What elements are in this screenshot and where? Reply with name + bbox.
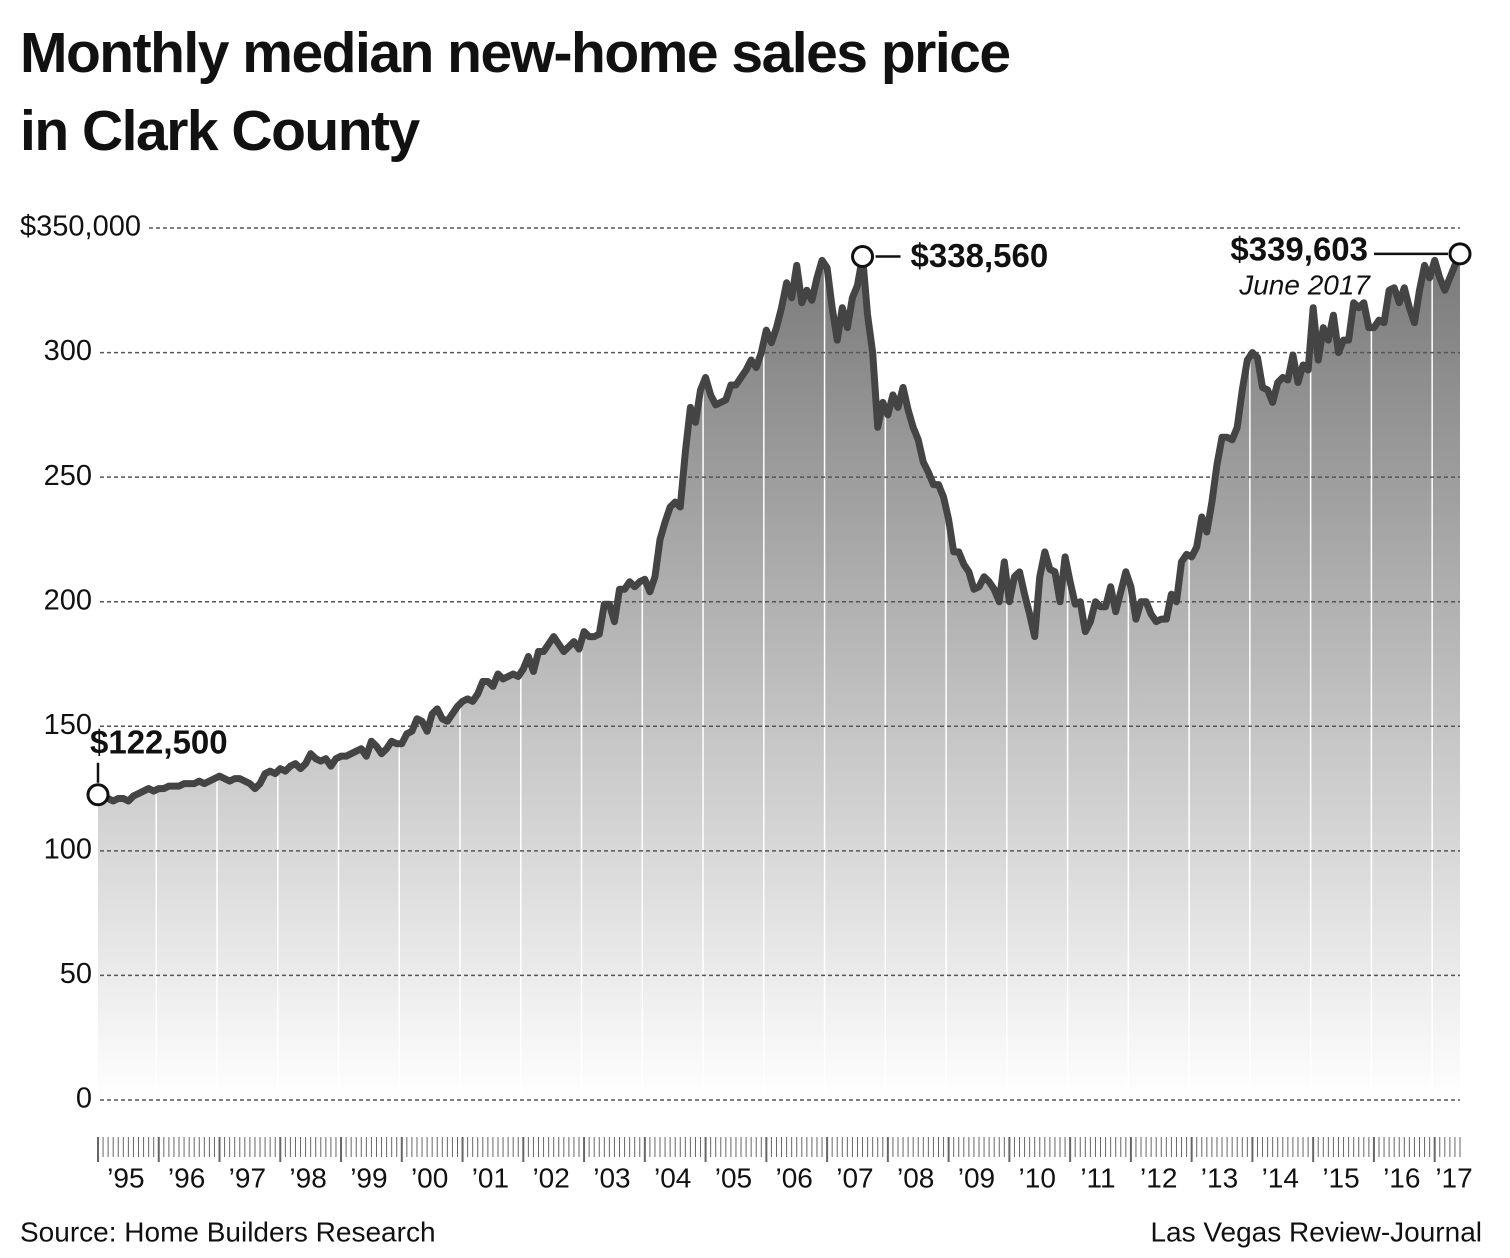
y-tick-label: 250 <box>44 460 92 492</box>
x-tick-label: ’98 <box>289 1162 326 1193</box>
x-tick-label: ’96 <box>168 1162 205 1193</box>
point-marker <box>86 783 110 807</box>
x-tick-label: ’09 <box>958 1162 995 1193</box>
x-tick-label: ’04 <box>654 1162 691 1193</box>
x-tick-label: ’00 <box>411 1162 448 1193</box>
x-tick-label: ’95 <box>107 1162 144 1193</box>
value-label: $122,500 <box>90 724 228 761</box>
value-label: $338,560 <box>911 237 1049 274</box>
x-tick-label: ’03 <box>593 1162 630 1193</box>
x-tick-label: ’15 <box>1322 1162 1359 1193</box>
x-tick-label: ’08 <box>897 1162 934 1193</box>
value-label: $339,603 <box>1230 231 1368 268</box>
x-tick-label: ’14 <box>1262 1162 1299 1193</box>
x-tick-label: ’16 <box>1383 1162 1420 1193</box>
x-tick-label: ’11 <box>1080 1162 1115 1193</box>
area <box>98 253 1460 1100</box>
x-tick-label: ’07 <box>836 1162 873 1193</box>
area-layer <box>98 228 1460 1100</box>
x-tick-label: ’97 <box>229 1162 266 1193</box>
line <box>95 252 1464 805</box>
y-tick-label: 150 <box>44 709 92 741</box>
x-tick-label: ’12 <box>1140 1162 1177 1193</box>
point-marker <box>1448 242 1472 266</box>
y-tick-label: $350,000 <box>20 211 141 243</box>
x-tick-label: ’13 <box>1201 1162 1238 1193</box>
y-tick-label: 100 <box>44 834 92 866</box>
y-tick-label: 50 <box>60 958 92 990</box>
x-tick-label: ’99 <box>350 1162 387 1193</box>
x-tick-label: ’10 <box>1019 1162 1056 1193</box>
y-tick-label: 300 <box>44 335 92 367</box>
y-tick-label: 0 <box>76 1083 92 1115</box>
credit: Las Vegas Review-Journal <box>1150 1216 1482 1247</box>
chart-title: Monthly median new-home sales price in C… <box>20 21 1011 163</box>
annotation: June 2017 <box>1238 269 1371 300</box>
x-tick-label: ’05 <box>715 1162 752 1193</box>
y-tick-label: 200 <box>44 584 92 616</box>
point-marker <box>851 245 875 269</box>
source: Source: Home Builders Research <box>20 1216 436 1247</box>
x-tick-label: ’01 <box>472 1162 509 1193</box>
x-tick-label: ’17 <box>1435 1162 1472 1193</box>
x-tick-label: ’02 <box>532 1162 569 1193</box>
x-tick-label: ’06 <box>776 1162 813 1193</box>
